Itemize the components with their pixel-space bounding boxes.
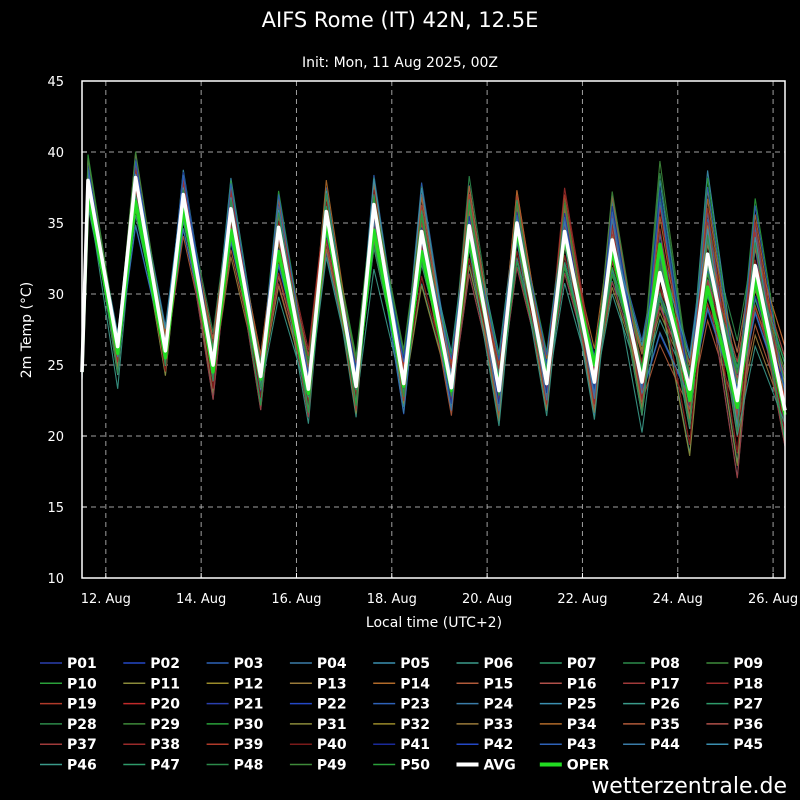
legend-label-p19: P19 xyxy=(67,697,97,713)
legend-label-p31: P31 xyxy=(317,717,347,733)
y-tick-label: 20 xyxy=(47,430,64,445)
legend-label-p16: P16 xyxy=(567,676,597,692)
legend: P01 P02 P03 P04 P05 P06 P07 P08 P09 P10 P11 P12 P13 P… xyxy=(40,656,763,774)
legend-label-p05: P05 xyxy=(400,656,430,672)
legend-label-p45: P45 xyxy=(733,737,763,753)
legend-label-p17: P17 xyxy=(650,676,680,692)
legend-label-p01: P01 xyxy=(67,656,97,672)
legend-label-p24: P24 xyxy=(484,697,514,713)
legend-label-p35: P35 xyxy=(650,717,680,733)
legend-label-p28: P28 xyxy=(67,717,97,733)
y-tick-label: 35 xyxy=(47,217,64,232)
legend-label-p43: P43 xyxy=(567,737,597,753)
plot-frame xyxy=(81,80,786,579)
y-tick-label: 40 xyxy=(47,146,64,161)
legend-label-p33: P33 xyxy=(484,717,514,733)
y-axis-label: 2m Temp (°C) xyxy=(19,282,35,378)
legend-label-p29: P29 xyxy=(150,717,180,733)
legend-label-p38: P38 xyxy=(150,737,180,753)
legend-label-p20: P20 xyxy=(150,697,180,713)
legend-label-p25: P25 xyxy=(567,697,597,713)
plot-area: 10 15 20 25 30 35 40 45 12. Aug 14. Aug 16. Aug 18.… xyxy=(47,75,798,607)
legend-label-avg: AVG xyxy=(484,758,516,774)
legend-label-p12: P12 xyxy=(234,676,264,692)
x-tick-label: 24. Aug xyxy=(653,592,703,607)
series-line-p41 xyxy=(81,158,786,405)
legend-label-p23: P23 xyxy=(400,697,430,713)
legend-label-oper: OPER xyxy=(567,758,610,774)
x-tick-label: 16. Aug xyxy=(271,592,321,607)
legend-label-p09: P09 xyxy=(733,656,763,672)
legend-label-p42: P42 xyxy=(484,737,514,753)
legend-label-p50: P50 xyxy=(400,758,430,774)
legend-label-p11: P11 xyxy=(150,676,180,692)
y-tick-label: 45 xyxy=(47,75,64,90)
chart-title: AIFS Rome (IT) 42N, 12.5E xyxy=(262,8,539,32)
legend-label-p27: P27 xyxy=(733,697,763,713)
legend-label-p37: P37 xyxy=(67,737,97,753)
chart-subtitle: Init: Mon, 11 Aug 2025, 00Z xyxy=(302,55,498,71)
legend-label-p40: P40 xyxy=(317,737,347,753)
legend-label-p34: P34 xyxy=(567,717,597,733)
legend-label-p08: P08 xyxy=(650,656,680,672)
legend-label-p07: P07 xyxy=(567,656,597,672)
site-brand: wetterzentrale.de xyxy=(591,774,787,799)
legend-label-p15: P15 xyxy=(484,676,514,692)
legend-label-p46: P46 xyxy=(67,758,97,774)
legend-label-p21: P21 xyxy=(234,697,264,713)
legend-label-p49: P49 xyxy=(317,758,347,774)
legend-label-p06: P06 xyxy=(484,656,514,672)
x-tick-label: 26. Aug xyxy=(748,592,798,607)
x-axis-label: Local time (UTC+2) xyxy=(366,615,502,631)
y-tick-label: 10 xyxy=(47,572,64,587)
legend-label-p13: P13 xyxy=(317,676,347,692)
x-tick-label: 22. Aug xyxy=(557,592,607,607)
legend-label-p48: P48 xyxy=(234,758,264,774)
legend-label-p03: P03 xyxy=(234,656,264,672)
legend-label-p14: P14 xyxy=(400,676,430,692)
legend-label-p04: P04 xyxy=(317,656,347,672)
legend-label-p41: P41 xyxy=(400,737,430,753)
legend-label-p10: P10 xyxy=(67,676,97,692)
legend-label-p32: P32 xyxy=(400,717,430,733)
x-tick-label: 20. Aug xyxy=(462,592,512,607)
legend-label-p44: P44 xyxy=(650,737,680,753)
legend-label-p18: P18 xyxy=(733,676,763,692)
x-tick-label: 12. Aug xyxy=(81,592,131,607)
x-tick-label: 18. Aug xyxy=(367,592,417,607)
avg-line xyxy=(80,175,787,411)
legend-label-p39: P39 xyxy=(234,737,264,753)
legend-label-p26: P26 xyxy=(650,697,680,713)
legend-label-p30: P30 xyxy=(234,717,264,733)
y-tick-label: 30 xyxy=(47,288,64,303)
legend-label-p02: P02 xyxy=(150,656,180,672)
legend-label-p47: P47 xyxy=(150,758,180,774)
legend-label-p22: P22 xyxy=(317,697,347,713)
x-tick-label: 14. Aug xyxy=(176,592,226,607)
y-tick-label: 15 xyxy=(47,501,64,516)
legend-label-p36: P36 xyxy=(733,717,763,733)
y-tick-label: 25 xyxy=(47,359,64,374)
